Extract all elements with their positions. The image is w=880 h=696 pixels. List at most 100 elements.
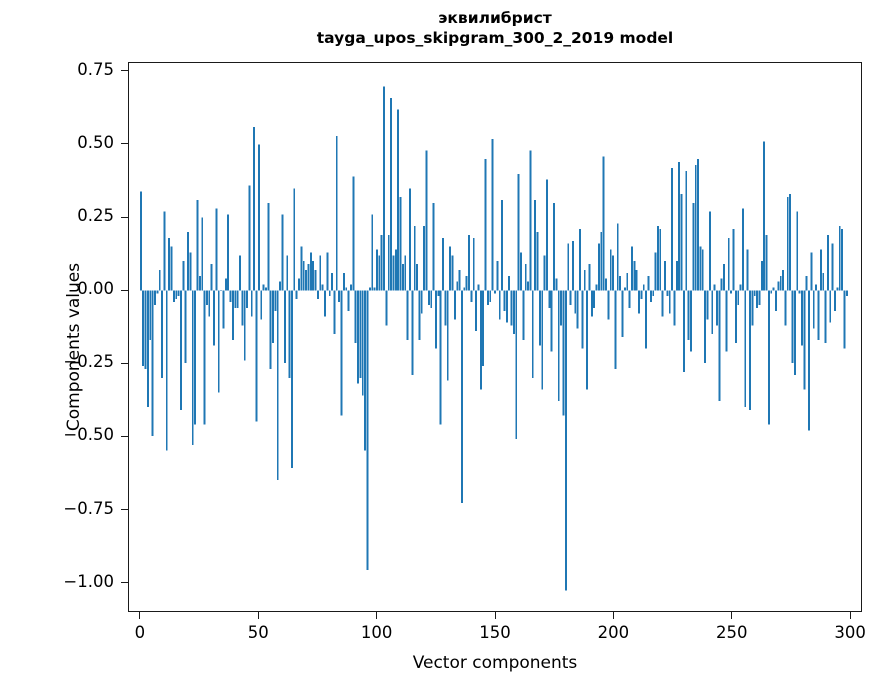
bar [553, 202, 555, 291]
bar [444, 290, 447, 326]
bar [477, 284, 480, 291]
y-tick-mark [121, 289, 128, 291]
bar [378, 255, 381, 291]
x-tick-label: 50 [247, 623, 269, 642]
bar [215, 208, 218, 291]
bar [253, 127, 256, 291]
bar [347, 290, 350, 311]
bar [571, 240, 574, 291]
bar [142, 290, 145, 367]
bar [796, 211, 799, 291]
bar [456, 281, 459, 291]
bar [368, 287, 371, 291]
bar-series [139, 86, 848, 591]
bar [609, 249, 612, 291]
bar [569, 290, 572, 305]
bar [288, 290, 291, 378]
bar [503, 290, 506, 311]
bar [524, 264, 527, 291]
bar [316, 290, 319, 300]
bar [265, 287, 267, 291]
bar [605, 278, 607, 291]
bar [413, 226, 416, 291]
bar [453, 290, 456, 320]
bar [496, 261, 499, 291]
bar [505, 290, 508, 323]
bar [239, 255, 241, 291]
bar [146, 290, 149, 407]
bar [704, 290, 707, 364]
bar [567, 243, 570, 291]
bar [597, 243, 600, 291]
bar [649, 290, 652, 303]
bar [352, 176, 355, 291]
bar [248, 185, 251, 291]
bar [576, 290, 579, 329]
y-tick-label: −0.75 [63, 498, 114, 518]
bar [713, 284, 716, 291]
bar [697, 159, 700, 291]
bar [201, 217, 204, 291]
bar [196, 200, 199, 291]
x-tick-label: 200 [597, 623, 630, 642]
bar [843, 290, 846, 349]
bar [168, 237, 171, 291]
bar [831, 243, 834, 291]
bar [772, 287, 775, 291]
bar [555, 278, 558, 291]
bar [449, 246, 452, 291]
bar [512, 290, 515, 335]
bar [494, 290, 496, 294]
bar [635, 269, 638, 291]
bar [184, 290, 187, 364]
bar [149, 290, 152, 340]
bar [210, 264, 213, 291]
bar [187, 232, 189, 291]
bar [380, 234, 383, 291]
bar [685, 170, 688, 291]
bar [760, 261, 763, 291]
bar [534, 200, 537, 291]
y-tick-label: −0.50 [63, 425, 114, 445]
bar [841, 229, 844, 291]
bar [229, 290, 232, 303]
bar [557, 290, 560, 402]
bar [255, 290, 258, 422]
bar [335, 135, 338, 291]
bar [144, 290, 147, 370]
bar [727, 237, 730, 291]
bar [706, 290, 709, 320]
bar [342, 272, 345, 291]
bar [269, 290, 272, 370]
bar [784, 290, 787, 326]
bar [546, 179, 548, 291]
chart-title-line-2: tayga_upos_skipgram_300_2_2019 model [316, 29, 674, 47]
x-tick-mark [139, 612, 141, 619]
bar [680, 194, 683, 291]
bar [324, 290, 326, 317]
bar [517, 173, 520, 291]
bar [803, 290, 806, 390]
bar [541, 290, 544, 390]
bar [432, 202, 435, 291]
bar [595, 284, 598, 291]
bar [763, 141, 766, 291]
bar [262, 284, 265, 291]
bar [423, 226, 426, 291]
bar [529, 150, 532, 291]
bar [758, 290, 761, 305]
bar [628, 290, 631, 308]
bar [734, 290, 737, 343]
x-tick-mark [731, 612, 733, 619]
bar [475, 290, 478, 332]
bar [822, 272, 825, 291]
bar [527, 281, 530, 291]
bar [675, 261, 678, 291]
bar [699, 246, 702, 291]
bar [720, 278, 723, 291]
bar [633, 261, 636, 291]
bar [227, 214, 230, 291]
bar [668, 290, 671, 314]
bar [286, 255, 289, 291]
bar [260, 290, 263, 320]
